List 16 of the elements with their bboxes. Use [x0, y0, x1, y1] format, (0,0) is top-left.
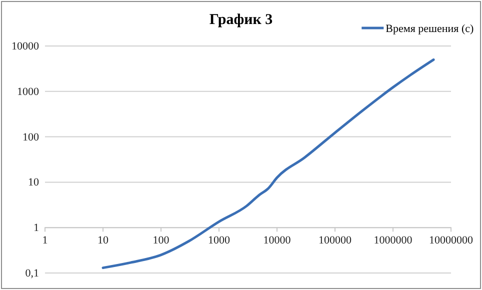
y-tick-label: 10000 [12, 40, 40, 53]
y-tick-label: 100 [22, 131, 40, 144]
x-tick-label: 10 [98, 234, 109, 246]
y-tick-label: 1000 [17, 86, 40, 98]
x-tick-label: 100 [152, 234, 170, 246]
x-tick-label: 1 [42, 234, 48, 246]
legend-label: Время решения (с) [386, 23, 474, 35]
x-tick-label: 100000 [318, 234, 352, 246]
x-tick-label: 1000000 [374, 234, 413, 246]
x-tick-label: 1000 [208, 234, 230, 246]
x-tick-label: 10000000 [429, 234, 474, 246]
x-tick-label: 10000 [263, 234, 292, 246]
y-tick-label: 10 [28, 176, 40, 189]
chart-title: График 3 [209, 12, 273, 28]
y-tick-label: 1 [34, 222, 39, 234]
y-tick-label: 0,1 [25, 268, 39, 280]
